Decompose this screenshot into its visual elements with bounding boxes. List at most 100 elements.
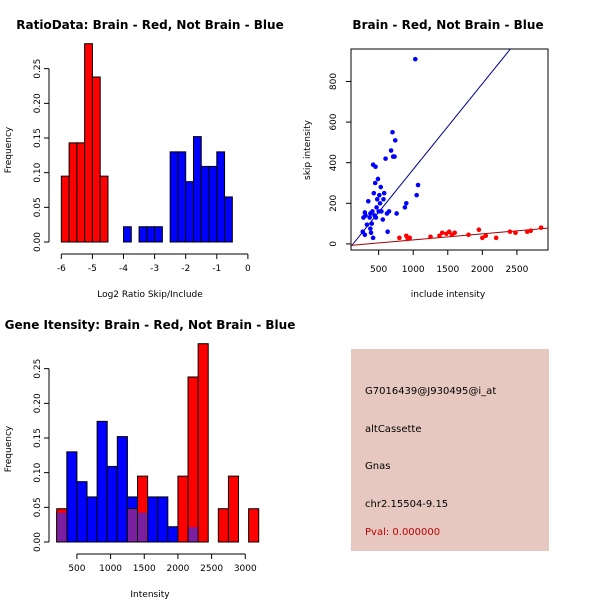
histogram-bar-brain-2 bbox=[137, 475, 149, 543]
histogram-bar-not-brain-0 bbox=[123, 226, 132, 243]
y-tick-label: 0.10 bbox=[33, 462, 43, 482]
x-tick-label: -2 bbox=[181, 264, 190, 274]
scatter-ylabel: skip intensity bbox=[303, 119, 313, 180]
histogram-bar-brain-5 bbox=[197, 343, 209, 543]
scatter-point-not-brain bbox=[383, 156, 388, 161]
scatter-point-not-brain bbox=[368, 211, 373, 216]
scatter-point-not-brain bbox=[378, 184, 384, 190]
y-tick-label: 0.20 bbox=[33, 93, 43, 113]
scatter-point-brain bbox=[446, 229, 452, 235]
scatter-point-brain bbox=[407, 235, 413, 241]
scatter-point-not-brain bbox=[402, 205, 408, 210]
histogram-bar-not-brain-4 bbox=[169, 151, 179, 243]
scatter-point-not-brain bbox=[381, 196, 386, 202]
gene-histogram-axes: 0.00 0.05 0.10 0.15 0.20 0.25 500 1000 1500 2000 2… bbox=[33, 359, 257, 574]
x-tick-label: 500 bbox=[68, 564, 85, 574]
x-tick-label: -3 bbox=[150, 264, 159, 274]
scatter-point-not-brain bbox=[364, 222, 370, 227]
scatter-point-not-brain bbox=[373, 215, 379, 220]
y-tick-label: 0.20 bbox=[33, 393, 43, 413]
scatter-point-not-brain bbox=[368, 226, 373, 231]
scatter-point-brain bbox=[437, 233, 442, 239]
scatter-point-not-brain bbox=[365, 198, 371, 204]
scatter-point-brain bbox=[476, 227, 482, 232]
scatter-point-not-brain bbox=[371, 190, 377, 196]
x-tick-label: -6 bbox=[57, 264, 66, 274]
genomic-location: chr2.15504-9.15 bbox=[365, 499, 449, 510]
histogram-bar-brain-1 bbox=[68, 142, 78, 243]
x-tick-label: 2500 bbox=[505, 265, 528, 275]
scatter-point-not-brain bbox=[380, 217, 386, 222]
x-tick-label: 2500 bbox=[200, 564, 223, 574]
scatter-point-brain bbox=[524, 229, 530, 235]
x-tick-label: 2000 bbox=[471, 265, 494, 275]
gene-symbol: Gnas bbox=[365, 461, 391, 472]
histogram-bar-not-brain-2 bbox=[76, 481, 88, 543]
scatter-point-not-brain bbox=[392, 138, 398, 143]
ratio-histogram-title: RatioData: Brain - Red, Not Brain - Blue bbox=[16, 18, 283, 32]
y-tick-label: 800 bbox=[329, 73, 339, 90]
scatter-point-not-brain bbox=[370, 162, 376, 168]
scatter-point-brain bbox=[528, 228, 534, 234]
ratio-histogram-ylabel: Frequency bbox=[4, 126, 14, 173]
y-tick-label: 0.15 bbox=[33, 428, 43, 448]
histogram-bar-not-brain-5 bbox=[106, 465, 118, 543]
scatter-point-not-brain bbox=[379, 209, 384, 214]
scatter-point-not-brain bbox=[375, 176, 381, 182]
scatter-point-brain bbox=[538, 225, 544, 230]
histogram-bar-brain-6 bbox=[217, 508, 229, 543]
y-tick-label: 0.15 bbox=[33, 128, 43, 148]
histogram-bar-not-brain-6 bbox=[185, 181, 194, 243]
probe-info-panel: G7016439@J930495@i_at altCassette Gnas c… bbox=[351, 349, 549, 551]
scatter-point-not-brain bbox=[415, 182, 421, 188]
probe-id: G7016439@J930495@i_at bbox=[365, 386, 497, 397]
ratio-histogram-axes: 0.00 0.05 0.10 0.15 0.20 0.25 -6 -5 -4 -3 -2 -1 0 bbox=[33, 59, 251, 274]
scatter-title: Brain - Red, Not Brain - Blue bbox=[352, 18, 543, 32]
scatter-point-not-brain bbox=[374, 205, 379, 210]
x-tick-label: -4 bbox=[119, 264, 128, 274]
histogram-bar-brain-3 bbox=[177, 475, 189, 543]
histogram-bar-not-brain-10 bbox=[216, 151, 226, 243]
histogram-bar-not-brain-1 bbox=[138, 226, 148, 243]
y-tick-label: 0.10 bbox=[33, 162, 43, 182]
y-tick-label: 0.00 bbox=[33, 232, 43, 252]
scatter-point-not-brain bbox=[362, 210, 368, 215]
scatter-point-not-brain bbox=[403, 201, 409, 206]
y-tick-label: 0.05 bbox=[33, 497, 43, 517]
histogram-bar-brain-0 bbox=[60, 175, 70, 243]
histogram-bar-brain-7 bbox=[227, 475, 240, 543]
histogram-bar-not-brain-11 bbox=[167, 526, 179, 543]
histogram-bar-brain-2 bbox=[76, 142, 86, 243]
event-type: altCassette bbox=[365, 424, 422, 435]
y-tick-label: 0.25 bbox=[33, 59, 43, 79]
histogram-bar-brain-3 bbox=[84, 43, 93, 243]
ratio-histogram-bars bbox=[60, 43, 233, 243]
histogram-bar-not-brain-5 bbox=[177, 151, 187, 243]
scatter-point-not-brain bbox=[369, 221, 375, 226]
scatter-point-not-brain bbox=[374, 196, 380, 202]
histogram-bar-not-brain-3 bbox=[154, 226, 163, 243]
histogram-bar-brain-5 bbox=[99, 175, 109, 243]
scatter-point-brain bbox=[483, 233, 489, 239]
histogram-bar-not-brain-1 bbox=[66, 451, 78, 543]
histogram-bar-not-brain-3 bbox=[86, 496, 98, 543]
histogram-bar-not-brain-4 bbox=[96, 420, 108, 543]
x-tick-label: 1500 bbox=[436, 265, 459, 275]
x-tick-label: 3000 bbox=[234, 564, 257, 574]
histogram-bar-not-brain-6 bbox=[116, 436, 128, 543]
intensity-scatter-panel: Brain - Red, Not Brain - Blue include in… bbox=[303, 18, 549, 300]
ratio-histogram-xlabel: Log2 Ratio Skip/Include bbox=[97, 290, 203, 300]
scatter-point-not-brain bbox=[386, 209, 392, 214]
scatter-point-not-brain bbox=[377, 192, 382, 198]
histogram-bar-brain-8 bbox=[248, 508, 260, 543]
gene-histogram-title: Gene Itensity: Brain - Red, Not Brain - … bbox=[5, 318, 296, 332]
x-tick-label: -1 bbox=[212, 264, 221, 274]
histogram-overlap-bar bbox=[127, 509, 138, 542]
scatter-point-not-brain bbox=[377, 201, 383, 206]
scatter-point-not-brain bbox=[392, 154, 397, 159]
scatter-point-brain bbox=[439, 230, 445, 236]
y-tick-label: 0.25 bbox=[33, 359, 43, 379]
scatter-point-not-brain bbox=[362, 232, 368, 238]
scatter-axes: 500 1000 1500 2000 2500 0 200 400 600 800 bbox=[329, 73, 529, 275]
